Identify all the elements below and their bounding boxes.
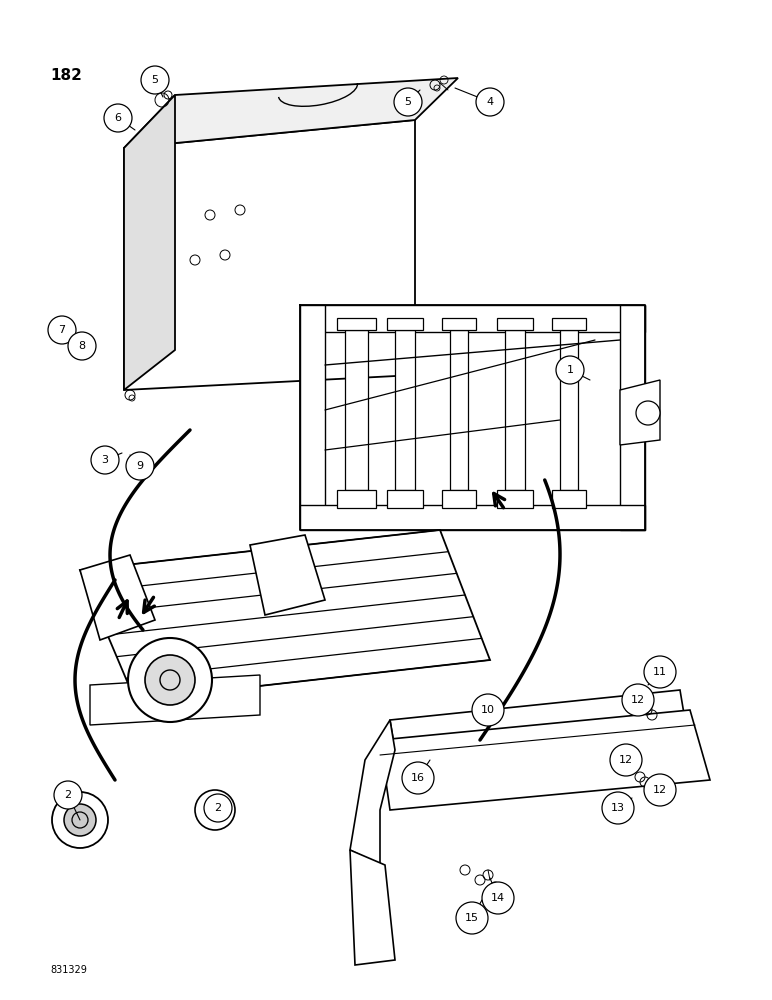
Polygon shape <box>387 318 423 330</box>
Polygon shape <box>80 530 490 700</box>
Polygon shape <box>337 490 376 508</box>
Polygon shape <box>80 555 155 640</box>
Circle shape <box>48 316 76 344</box>
Text: 12: 12 <box>619 755 633 765</box>
Polygon shape <box>124 120 415 390</box>
Circle shape <box>644 774 676 806</box>
Polygon shape <box>450 330 468 490</box>
Polygon shape <box>552 318 586 330</box>
Circle shape <box>91 446 119 474</box>
Polygon shape <box>250 535 325 615</box>
Circle shape <box>394 88 422 116</box>
Circle shape <box>205 800 225 820</box>
Polygon shape <box>505 330 525 490</box>
Polygon shape <box>124 95 175 390</box>
Text: 6: 6 <box>114 113 121 123</box>
Polygon shape <box>337 318 376 330</box>
Polygon shape <box>560 330 578 490</box>
Circle shape <box>104 104 132 132</box>
Polygon shape <box>124 78 458 148</box>
Circle shape <box>64 804 96 836</box>
Text: 1: 1 <box>567 365 574 375</box>
Polygon shape <box>90 675 260 725</box>
Circle shape <box>622 684 654 716</box>
Text: 8: 8 <box>79 341 86 351</box>
Text: 7: 7 <box>59 325 66 335</box>
Circle shape <box>204 794 232 822</box>
Circle shape <box>644 656 676 688</box>
Polygon shape <box>350 850 395 965</box>
Circle shape <box>52 792 108 848</box>
Text: 2: 2 <box>215 803 222 813</box>
Circle shape <box>556 356 584 384</box>
Polygon shape <box>300 305 325 520</box>
Text: 831329: 831329 <box>50 965 87 975</box>
Text: 3: 3 <box>101 455 109 465</box>
Circle shape <box>602 792 634 824</box>
Polygon shape <box>442 490 476 508</box>
Circle shape <box>402 762 434 794</box>
Circle shape <box>482 882 514 914</box>
Text: 13: 13 <box>611 803 625 813</box>
Circle shape <box>128 638 212 722</box>
Circle shape <box>141 66 169 94</box>
Polygon shape <box>387 490 423 508</box>
Polygon shape <box>395 330 415 490</box>
Polygon shape <box>390 690 685 750</box>
Polygon shape <box>350 720 395 865</box>
Polygon shape <box>300 505 645 530</box>
Circle shape <box>456 902 488 934</box>
Polygon shape <box>300 305 645 332</box>
Circle shape <box>126 452 154 480</box>
Text: 15: 15 <box>465 913 479 923</box>
Polygon shape <box>552 490 586 508</box>
Text: 14: 14 <box>491 893 505 903</box>
Circle shape <box>195 790 235 830</box>
Text: 12: 12 <box>653 785 667 795</box>
Polygon shape <box>442 318 476 330</box>
Text: 5: 5 <box>151 75 158 85</box>
Circle shape <box>54 781 82 809</box>
Text: 5: 5 <box>405 97 411 107</box>
Text: 4: 4 <box>486 97 493 107</box>
Text: 11: 11 <box>653 667 667 677</box>
Polygon shape <box>497 490 533 508</box>
Text: 182: 182 <box>50 68 82 83</box>
Circle shape <box>68 332 96 360</box>
Circle shape <box>476 88 504 116</box>
Text: 10: 10 <box>481 705 495 715</box>
Text: 2: 2 <box>64 790 72 800</box>
Polygon shape <box>380 710 710 810</box>
Polygon shape <box>620 305 645 530</box>
Circle shape <box>145 655 195 705</box>
Text: 9: 9 <box>137 461 144 471</box>
Circle shape <box>636 401 660 425</box>
Text: 16: 16 <box>411 773 425 783</box>
Polygon shape <box>345 330 368 490</box>
Text: 12: 12 <box>631 695 645 705</box>
Polygon shape <box>620 380 660 445</box>
Circle shape <box>472 694 504 726</box>
Circle shape <box>610 744 642 776</box>
Polygon shape <box>497 318 533 330</box>
